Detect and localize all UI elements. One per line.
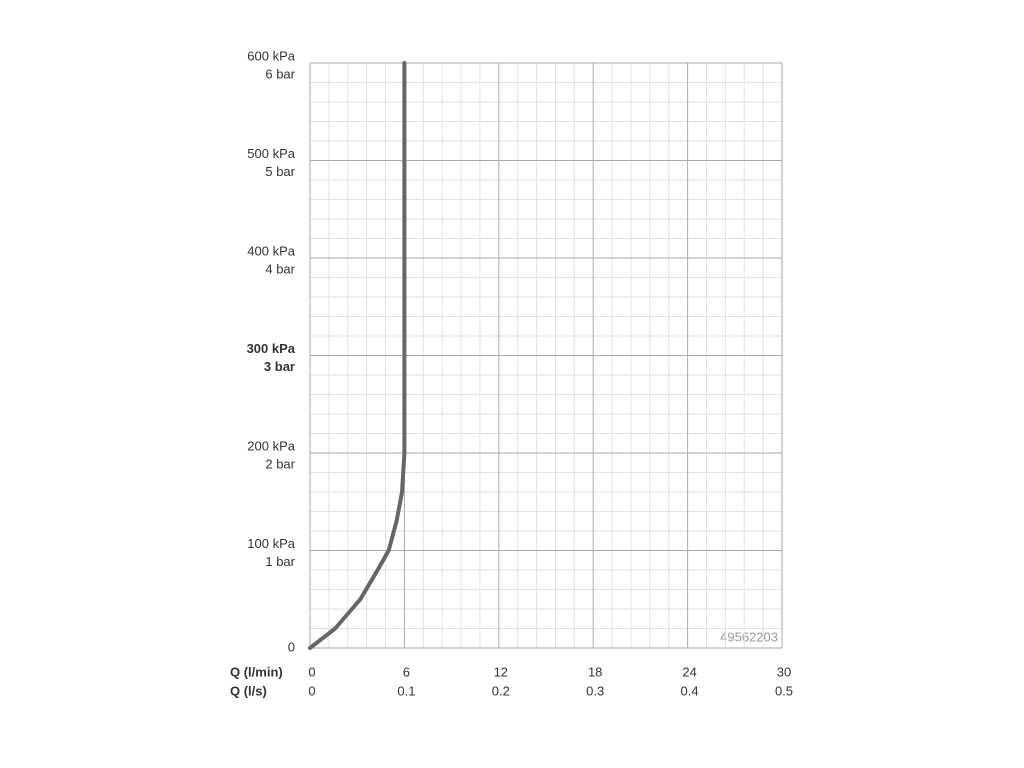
x-tick-label-secondary: 0 <box>308 683 315 698</box>
x-tick-label: 30 <box>777 664 791 679</box>
x-tick-label-secondary: 0.4 <box>681 683 699 698</box>
x-tick-label-secondary: 0.3 <box>586 683 604 698</box>
annotation: 49562203 <box>720 629 778 644</box>
y-tick-label: 400 kPa <box>247 243 295 258</box>
y-tick-label-secondary: 2 bar <box>265 456 295 471</box>
x-axis-label: Q (l/min) <box>230 664 283 679</box>
y-tick-label: 0 <box>288 639 295 654</box>
x-tick-label-secondary: 0.2 <box>492 683 510 698</box>
line-series <box>308 61 407 650</box>
y-tick-label-secondary: 4 bar <box>265 261 295 276</box>
y-tick-label: 300 kPa <box>247 341 296 356</box>
x-tick-label: 24 <box>682 664 696 679</box>
x-tick-label-secondary: 0.1 <box>397 683 415 698</box>
y-tick-label-secondary: 1 bar <box>265 554 295 569</box>
x-tick-label: 0 <box>308 664 315 679</box>
x-tick-label-secondary: 0.5 <box>775 683 793 698</box>
x-tick-label: 18 <box>588 664 602 679</box>
x-axis-label-secondary: Q (l/s) <box>230 683 267 698</box>
y-tick-label: 100 kPa <box>247 536 295 551</box>
y-tick-label-secondary: 5 bar <box>265 164 295 179</box>
y-tick-label: 600 kPa <box>247 48 295 63</box>
x-tick-label: 6 <box>403 664 410 679</box>
y-tick-label-secondary: 3 bar <box>264 359 295 374</box>
x-tick-label: 12 <box>494 664 508 679</box>
y-tick-label-secondary: 6 bar <box>265 66 295 81</box>
y-tick-label: 500 kPa <box>247 146 295 161</box>
y-tick-label: 200 kPa <box>247 438 295 453</box>
